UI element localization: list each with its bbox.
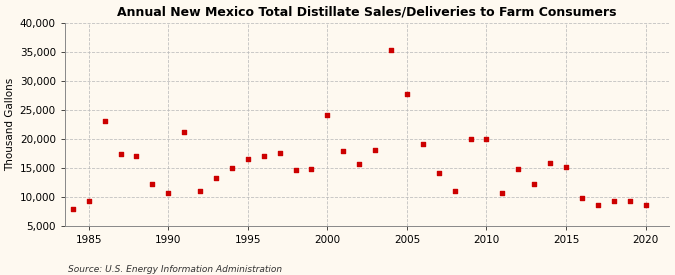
- Point: [163, 191, 173, 195]
- Point: [194, 189, 205, 194]
- Point: [529, 182, 539, 187]
- Point: [417, 142, 428, 147]
- Point: [83, 199, 94, 203]
- Text: Source: U.S. Energy Information Administration: Source: U.S. Energy Information Administ…: [68, 265, 281, 274]
- Point: [354, 161, 364, 166]
- Point: [179, 130, 190, 134]
- Point: [433, 171, 444, 176]
- Point: [402, 92, 412, 96]
- Point: [450, 189, 460, 193]
- Point: [593, 203, 603, 208]
- Point: [561, 165, 572, 169]
- Point: [242, 157, 253, 161]
- Point: [131, 154, 142, 158]
- Point: [640, 203, 651, 208]
- Point: [115, 152, 126, 156]
- Point: [624, 199, 635, 204]
- Point: [227, 166, 238, 170]
- Point: [370, 148, 381, 152]
- Point: [513, 167, 524, 171]
- Point: [545, 161, 556, 165]
- Y-axis label: Thousand Gallons: Thousand Gallons: [5, 78, 16, 171]
- Point: [259, 154, 269, 158]
- Point: [497, 191, 508, 195]
- Title: Annual New Mexico Total Distillate Sales/Deliveries to Farm Consumers: Annual New Mexico Total Distillate Sales…: [117, 6, 617, 18]
- Point: [322, 113, 333, 118]
- Point: [99, 119, 110, 123]
- Point: [211, 176, 221, 180]
- Point: [147, 182, 158, 186]
- Point: [274, 151, 285, 155]
- Point: [576, 196, 587, 200]
- Point: [465, 136, 476, 141]
- Point: [385, 48, 396, 53]
- Point: [306, 167, 317, 172]
- Point: [338, 148, 349, 153]
- Point: [290, 168, 301, 172]
- Point: [68, 207, 78, 212]
- Point: [481, 137, 492, 141]
- Point: [608, 199, 619, 204]
